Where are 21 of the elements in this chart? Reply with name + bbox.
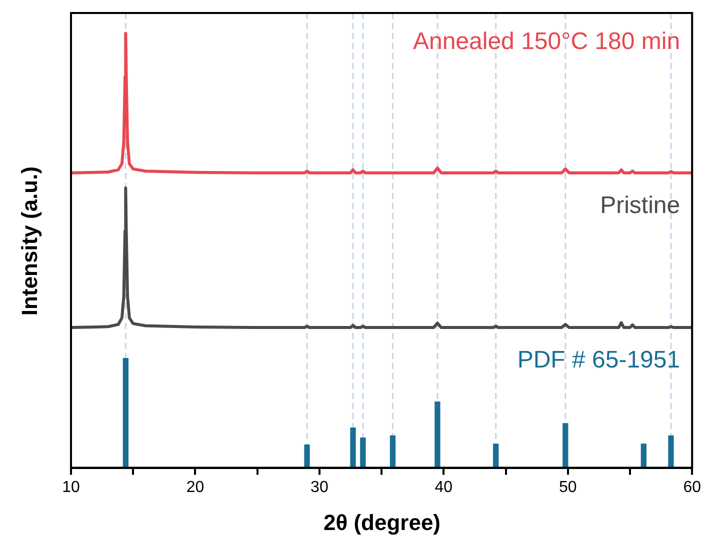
x-axis-title: 2θ (degree) — [323, 510, 441, 536]
bar — [360, 438, 366, 468]
x-tick-label: 30 — [310, 478, 328, 496]
x-tick-label: 50 — [558, 478, 577, 496]
bar — [668, 435, 674, 468]
bar — [493, 444, 499, 468]
bar — [122, 358, 128, 468]
y-axis-title: Intensity (a.u.) — [17, 166, 43, 316]
text: Annealed 150°C 180 min — [412, 28, 680, 55]
bar — [390, 435, 396, 468]
text: PDF # 65-1951 — [517, 346, 680, 374]
bar — [562, 423, 568, 468]
x-tick-label: 60 — [683, 478, 702, 496]
bar — [350, 428, 356, 468]
bar — [304, 444, 310, 468]
bar — [640, 444, 646, 468]
x-tick-label: 10 — [62, 478, 80, 496]
x-tick-label: 40 — [434, 478, 453, 496]
text: Pristine — [600, 192, 680, 219]
x-tick-label: 20 — [186, 478, 204, 496]
bar — [434, 401, 440, 468]
